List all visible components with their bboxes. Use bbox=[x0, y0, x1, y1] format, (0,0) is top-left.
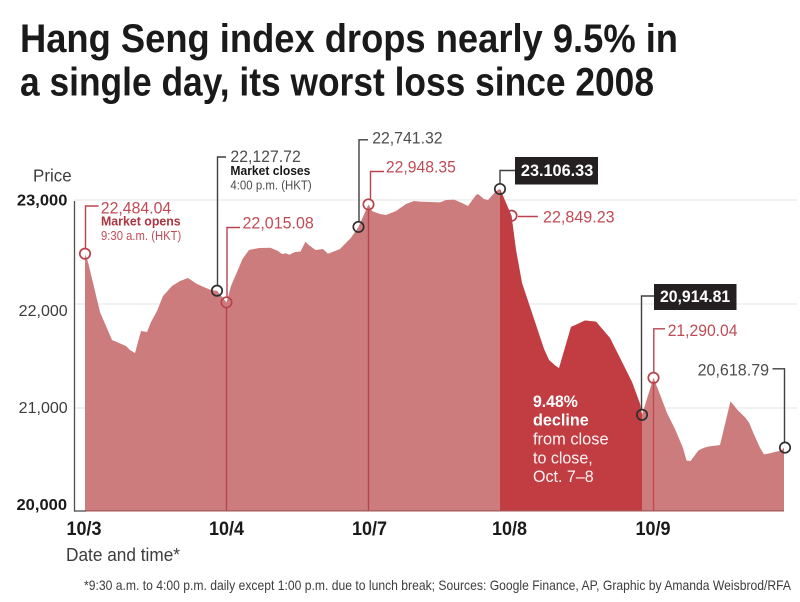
svg-text:10/4: 10/4 bbox=[209, 519, 244, 540]
svg-text:Oct. 7–8: Oct. 7–8 bbox=[533, 468, 594, 486]
svg-text:20,618.79: 20,618.79 bbox=[698, 361, 770, 380]
svg-text:*9:30 a.m. to 4:00 p.m. daily: *9:30 a.m. to 4:00 p.m. daily except 1:0… bbox=[84, 577, 792, 593]
svg-text:22,741.32: 22,741.32 bbox=[372, 129, 442, 148]
svg-text:22,484.04: 22,484.04 bbox=[101, 199, 171, 218]
svg-text:a single day, its worst loss s: a single day, its worst loss since 2008 bbox=[20, 60, 654, 104]
svg-text:Hang Seng index drops nearly 9: Hang Seng index drops nearly 9.5% in bbox=[20, 17, 678, 61]
svg-text:Price: Price bbox=[33, 165, 72, 185]
svg-text:10/9: 10/9 bbox=[636, 519, 671, 540]
svg-text:22,948.35: 22,948.35 bbox=[386, 157, 456, 176]
svg-text:10/7: 10/7 bbox=[352, 519, 387, 540]
svg-text:20,000: 20,000 bbox=[17, 497, 68, 514]
svg-text:21,290.04: 21,290.04 bbox=[668, 321, 738, 340]
svg-text:decline: decline bbox=[533, 411, 589, 429]
svg-text:22,015.08: 22,015.08 bbox=[243, 213, 314, 232]
svg-text:Date and time*: Date and time* bbox=[66, 545, 180, 565]
svg-text:21,000: 21,000 bbox=[19, 400, 68, 417]
svg-text:22,000: 22,000 bbox=[19, 303, 68, 320]
svg-text:9.48%: 9.48% bbox=[533, 393, 578, 411]
svg-text:23,000: 23,000 bbox=[17, 193, 68, 210]
svg-text:to close,: to close, bbox=[533, 449, 593, 467]
svg-text:Market opens: Market opens bbox=[101, 214, 181, 228]
svg-text:Market closes: Market closes bbox=[230, 164, 310, 178]
svg-text:22,849.23: 22,849.23 bbox=[543, 207, 615, 226]
svg-text:22,127.72: 22,127.72 bbox=[230, 147, 300, 166]
svg-text:from close: from close bbox=[533, 430, 609, 448]
svg-text:9:30 a.m. (HKT): 9:30 a.m. (HKT) bbox=[101, 228, 181, 243]
svg-text:10/8: 10/8 bbox=[492, 519, 527, 540]
svg-text:23.106.33: 23.106.33 bbox=[521, 161, 593, 180]
svg-text:4:00 p.m. (HKT): 4:00 p.m. (HKT) bbox=[230, 177, 311, 192]
svg-text:10/3: 10/3 bbox=[67, 519, 102, 540]
svg-text:20,914.81: 20,914.81 bbox=[660, 287, 730, 306]
